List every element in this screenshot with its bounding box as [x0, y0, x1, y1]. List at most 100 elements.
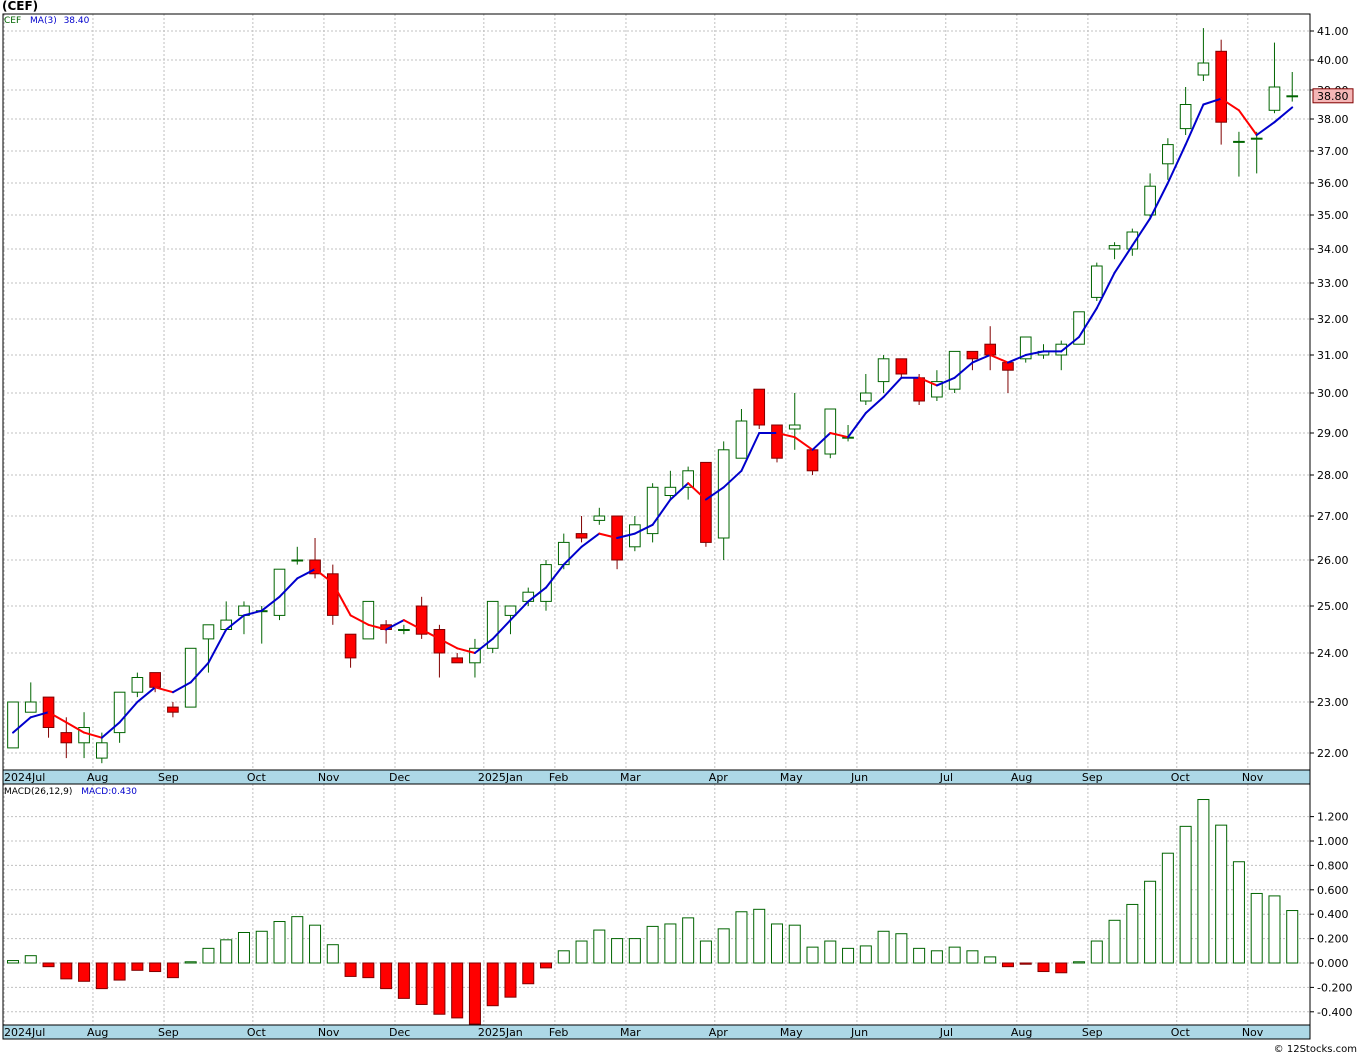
macd-bar: [362, 962, 375, 979]
macd-bar: [770, 923, 783, 964]
candle-body: [7, 701, 19, 749]
ma-segment: [935, 376, 956, 387]
macd-bar: [95, 962, 108, 990]
ma-segment: [1237, 109, 1258, 136]
ma-segment: [29, 711, 50, 719]
ma-segment: [1255, 121, 1276, 136]
macd-bar: [557, 950, 570, 964]
price-panel-frame: [2, 13, 1311, 771]
x-tick-label: Jun: [850, 771, 868, 784]
macd-bar: [344, 962, 357, 977]
macd-bar: [131, 962, 144, 971]
macd-tick-label: 0.800: [1317, 859, 1349, 872]
candle: [202, 624, 215, 673]
macd-bar: [6, 960, 20, 964]
ma-segment: [1184, 103, 1205, 146]
candle-body: [113, 691, 126, 734]
ma-segment: [349, 614, 370, 626]
macd-bar: [1055, 962, 1068, 974]
candle: [735, 409, 748, 459]
macd-bar: [593, 929, 606, 964]
x-tick-label: Dec: [389, 1026, 410, 1039]
macd-bar: [149, 962, 162, 973]
legend-macd-value: MACD:0.430: [81, 787, 138, 797]
candle-body: [1144, 185, 1156, 216]
candle: [1108, 242, 1121, 260]
macd-bar: [1090, 940, 1103, 964]
ma-segment: [847, 412, 867, 439]
candle: [1250, 131, 1263, 174]
moving-average-line: [12, 97, 1294, 739]
ma-segment: [331, 582, 352, 617]
ma-segment: [509, 600, 530, 622]
ma-segment: [171, 681, 192, 694]
candle-body: [824, 408, 837, 455]
candle-body: [913, 377, 925, 402]
x-tick-label: Nov: [1242, 771, 1264, 784]
candle-body: [700, 461, 712, 543]
candle-body: [362, 600, 375, 640]
candle: [1144, 173, 1156, 219]
candle-body: [398, 629, 410, 631]
ma-segment: [989, 354, 1009, 364]
candle-body: [451, 657, 464, 664]
candle: [575, 516, 588, 543]
candle-body: [131, 677, 144, 693]
macd-bar: [237, 932, 250, 964]
candle-body: [24, 701, 37, 713]
ma-segment: [1131, 217, 1152, 247]
candle-body: [1215, 50, 1227, 123]
macd-bar: [1232, 861, 1245, 964]
x-tick-label: 2024Jul: [4, 771, 45, 784]
macd-bar: [717, 928, 730, 964]
ma-segment: [225, 614, 245, 631]
macd-bar: [202, 947, 215, 964]
price-x-axis: 2024Jul Aug Sep Oct Nov Dec 2025Jan Feb Mar Apr Ma…: [4, 771, 1264, 784]
candle: [486, 600, 499, 653]
candle-body: [984, 343, 997, 356]
candle-body: [1126, 231, 1139, 250]
macd-bar: [948, 946, 961, 964]
candle-body: [344, 633, 357, 659]
macd-bar: [895, 933, 908, 964]
price-tick-label: 36.00: [1317, 177, 1349, 190]
ma-segment: [367, 623, 388, 631]
macd-bar: [380, 962, 393, 990]
candle: [700, 461, 712, 547]
candle: [1126, 228, 1139, 256]
ma-segment: [1273, 106, 1294, 124]
candle: [717, 441, 730, 560]
candle-body: [1286, 95, 1299, 98]
macd-tick-label: 0.200: [1317, 933, 1349, 946]
ma-segment: [242, 609, 263, 617]
price-legend: CEF MA(3) 38.40: [4, 16, 89, 26]
x-tick-label: Sep: [1082, 771, 1103, 784]
x-tick-label: 2024Jul: [4, 1026, 45, 1039]
candle: [60, 717, 73, 759]
candle: [1215, 39, 1227, 145]
macd-bar: [788, 924, 801, 964]
candle-body: [717, 449, 730, 539]
macd-bar: [984, 956, 997, 964]
candle-body: [771, 424, 783, 459]
ma-segment: [1095, 271, 1116, 310]
x-tick-label: Oct: [1171, 1026, 1191, 1039]
price-tick-label: 38.00: [1317, 113, 1349, 126]
candle: [131, 672, 144, 698]
candle-body: [735, 420, 748, 459]
macd-bar: [1250, 892, 1263, 964]
macd-grid: [3, 784, 1310, 1025]
candle-body: [60, 732, 73, 744]
candle: [42, 696, 55, 738]
candle: [877, 355, 890, 393]
ma-segment: [12, 716, 32, 734]
ma-segment: [633, 523, 654, 535]
macd-bar: [468, 962, 481, 1025]
candle-body: [309, 559, 321, 575]
candle: [273, 568, 286, 621]
candle: [1162, 138, 1174, 180]
candle-body: [1268, 86, 1281, 111]
macd-bar: [184, 961, 197, 964]
ma-segment: [473, 637, 494, 654]
candle-body: [1197, 62, 1210, 76]
